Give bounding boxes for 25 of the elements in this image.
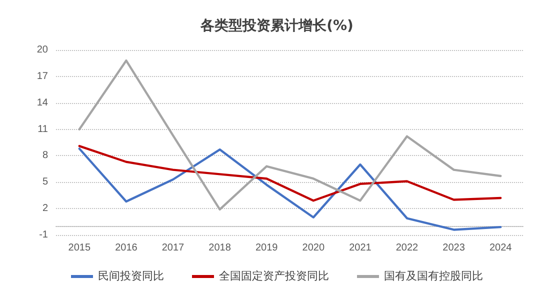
- x-tick-label: 2015: [68, 242, 91, 254]
- y-tick-label: 5: [42, 176, 48, 188]
- x-tick-label: 2022: [396, 242, 419, 254]
- x-tick-label: 2019: [255, 242, 278, 254]
- y-tick-label: 11: [38, 124, 48, 135]
- legend-label: 民间投资同比: [98, 270, 164, 282]
- x-tick-label: 2021: [349, 242, 372, 254]
- line-series: [78, 144, 502, 202]
- y-tick-label: -1: [39, 230, 48, 240]
- y-tick-label: 2: [42, 203, 48, 214]
- y-tick-label: 20: [36, 44, 48, 56]
- chart-title: 各类型投资累计增长(%): [200, 18, 354, 34]
- x-tick-label: 2023: [442, 242, 466, 254]
- line-series: [78, 148, 502, 231]
- x-tick-label: 2017: [162, 242, 185, 254]
- y-tick-label: 14: [36, 97, 48, 108]
- x-tick-label: 2018: [208, 242, 232, 254]
- x-tick-label: 2020: [302, 242, 325, 254]
- legend-label: 国有及国有控股同比: [384, 270, 483, 282]
- x-tick-label: 2016: [115, 242, 138, 254]
- x-tick-label: 2024: [489, 242, 512, 254]
- legend-label: 全国固定资产投资同比: [219, 270, 329, 282]
- line-series: [78, 59, 502, 211]
- y-tick-label: 8: [42, 150, 48, 162]
- y-tick-label: 17: [36, 70, 48, 82]
